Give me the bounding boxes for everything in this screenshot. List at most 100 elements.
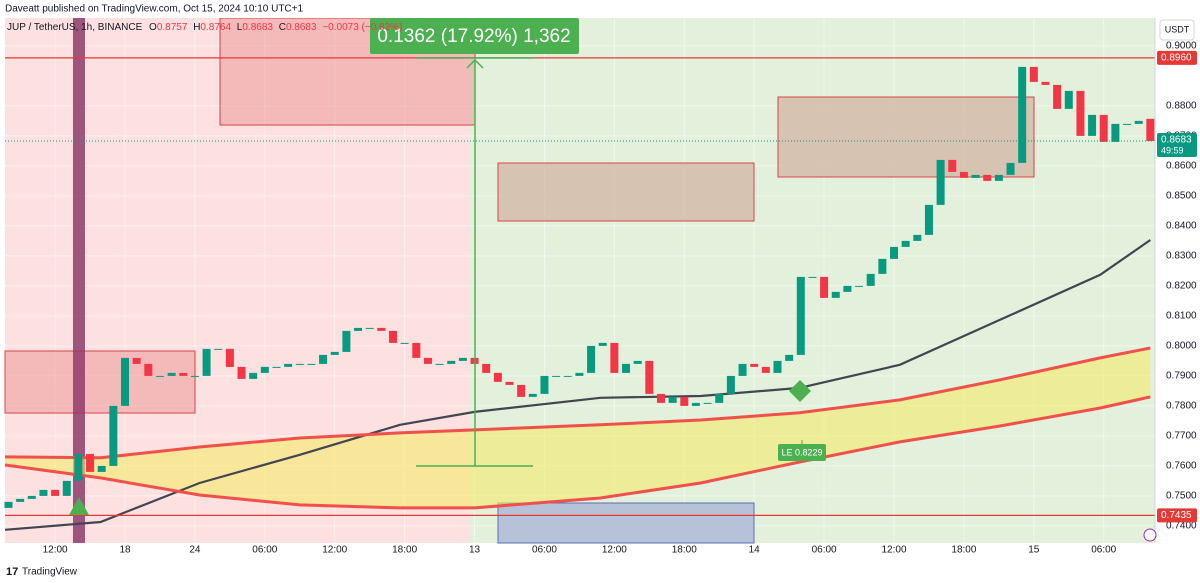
candle-body — [354, 327, 363, 331]
y-tick-label: 0.7400 — [1166, 521, 1197, 532]
candle-body — [680, 396, 689, 406]
candle-body — [1146, 118, 1155, 141]
price-badge — [1157, 508, 1197, 523]
currency-button[interactable] — [1159, 19, 1195, 41]
y-tick-label: 0.7500 — [1166, 491, 1197, 502]
candle-body — [447, 360, 456, 364]
candle-body — [1029, 66, 1038, 82]
x-tick-label: 14 — [749, 545, 761, 556]
candle-body — [458, 357, 467, 361]
candle-body — [39, 489, 48, 496]
x-tick-label: 06:00 — [252, 545, 277, 556]
candle-body — [959, 171, 968, 178]
last-price-label: 0.8683 — [1161, 135, 1192, 146]
entry-badge — [778, 444, 826, 461]
footer-brand: TradingView — [22, 567, 78, 578]
measure-label: 0.1362 (17.92%) 1,362 — [377, 26, 570, 47]
candle-body — [808, 276, 817, 278]
candle-body — [260, 366, 269, 373]
measure-badge — [370, 18, 579, 54]
candle-body — [295, 363, 304, 365]
footer-bar — [0, 558, 1200, 583]
candle-body — [202, 348, 211, 376]
x-tick-label: 18:00 — [672, 545, 697, 556]
price-badge — [1157, 50, 1197, 65]
indicator-line — [4, 395, 1151, 510]
candle-body — [831, 291, 840, 298]
candle-body — [726, 375, 735, 394]
candle-body — [610, 342, 619, 373]
alert-icon[interactable] — [1143, 528, 1157, 542]
x-tick-label: 15 — [1028, 545, 1040, 556]
candle-body — [400, 342, 409, 344]
y-tick-label: 0.8400 — [1166, 221, 1197, 232]
candle-body — [412, 342, 421, 358]
candle-body — [365, 327, 374, 329]
candle-body — [750, 363, 759, 367]
candle-body — [388, 330, 397, 343]
candle-body — [272, 366, 281, 368]
candle-body — [994, 174, 1003, 181]
x-axis: 12:00 18 24 06:00 12:00 18:00 13 06:00 12:00 18:0… — [43, 545, 1117, 556]
candle-body — [691, 402, 700, 406]
y-tick-label: 0.7800 — [1166, 401, 1197, 412]
candle-body — [924, 204, 933, 235]
signal-band — [73, 18, 85, 543]
candle-body — [16, 498, 25, 502]
candle-body — [179, 372, 188, 376]
y-tick-label: 0.8800 — [1166, 101, 1197, 112]
symbol: JUP / TetherUS, 1h, BINANCE — [7, 22, 143, 33]
candle-body — [249, 372, 258, 379]
x-tick-label: 12:00 — [322, 545, 347, 556]
candle-body — [342, 330, 351, 352]
x-tick-label: 18:00 — [951, 545, 976, 556]
countdown: 49:59 — [1161, 145, 1184, 155]
candle-body — [633, 360, 642, 364]
candle-body — [330, 351, 339, 355]
candle-body — [703, 402, 712, 404]
legend-key: L — [237, 22, 243, 33]
x-tick-label: 18 — [119, 545, 131, 556]
candle-body — [645, 360, 654, 394]
x-tick-label: 24 — [189, 545, 201, 556]
candle-body — [890, 246, 899, 259]
price-badge-label: 0.8960 — [1161, 53, 1192, 64]
candle-body — [225, 348, 234, 367]
entry-signal — [789, 380, 811, 402]
legend-value: 0.8764 — [200, 22, 231, 33]
candle-body — [587, 345, 596, 373]
band-fill — [5, 348, 1151, 508]
candle-body — [307, 363, 316, 365]
candle-body — [493, 372, 502, 382]
candle-body — [482, 363, 491, 373]
candle-body — [1111, 123, 1120, 142]
indicators — [4, 239, 1151, 531]
legend-value: 0.8683 — [242, 22, 273, 33]
candle-body — [1123, 123, 1132, 125]
candle-body — [913, 234, 922, 241]
candle-body — [936, 159, 945, 205]
published: Daveatt published on TradingView.com, Oc… — [5, 4, 303, 15]
candle-body — [785, 354, 794, 361]
y-tick-label: 0.8300 — [1166, 251, 1197, 262]
candle-body — [761, 366, 770, 373]
candle-body — [1076, 90, 1085, 136]
currency[interactable]: USDT — [1165, 24, 1190, 34]
y-tick-label: 0.9000 — [1166, 41, 1197, 52]
candle-body — [820, 276, 829, 298]
y-tick-label: 0.8500 — [1166, 191, 1197, 202]
x-tick-label: 13 — [469, 545, 481, 556]
header-bar — [0, 0, 1200, 18]
price-axis — [1155, 0, 1200, 558]
candle-body — [1053, 84, 1062, 109]
x-tick-label: 06:00 — [812, 545, 837, 556]
candle-body — [1099, 114, 1108, 142]
candle-body — [563, 375, 572, 377]
x-tick-label: 12:00 — [43, 545, 68, 556]
candle-body — [214, 348, 223, 350]
candle-body — [738, 363, 747, 376]
y-tick-label: 0.8200 — [1166, 281, 1197, 292]
last-price-badge — [1157, 133, 1197, 157]
measure-arrow — [466, 58, 484, 69]
